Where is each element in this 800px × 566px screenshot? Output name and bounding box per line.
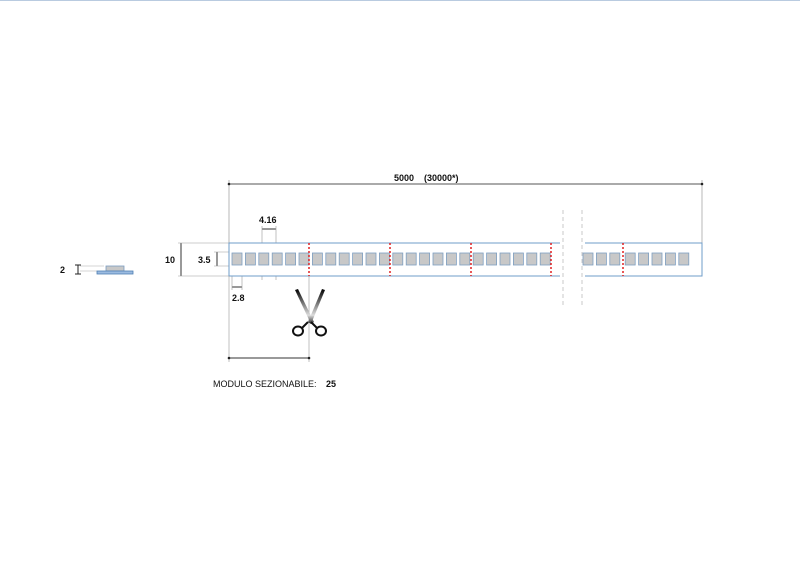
height-dimension: 10 <box>165 242 229 277</box>
led-chip <box>651 252 663 266</box>
led-height-label: 3.5 <box>198 255 211 265</box>
led-chip <box>472 252 484 266</box>
led-chip <box>445 252 457 266</box>
led-chip <box>352 252 364 266</box>
led-chip <box>258 252 270 266</box>
led-width-label: 2.8 <box>232 293 245 303</box>
led-chip <box>459 252 471 266</box>
led-chip <box>405 252 417 266</box>
led-chip <box>365 252 377 266</box>
led-chip <box>624 252 636 266</box>
led-chip <box>338 252 350 266</box>
led-chip <box>285 252 297 266</box>
height-label: 10 <box>165 255 175 265</box>
led-chip <box>596 252 607 266</box>
led-chip <box>311 252 323 266</box>
led-chip <box>638 252 649 266</box>
thickness-label: 2 <box>60 265 65 275</box>
led-chip <box>526 252 538 266</box>
led-chip <box>513 252 524 266</box>
led-height-dimension: 3.5 <box>198 251 232 267</box>
side-profile: 2 <box>60 264 134 275</box>
top-border <box>0 0 800 1</box>
length-max-label: (30000*) <box>424 173 459 183</box>
led-chip <box>244 252 256 266</box>
led-chip <box>231 252 243 266</box>
led-chip <box>582 252 594 266</box>
strip-gap <box>560 242 585 277</box>
module-value: 25 <box>326 379 336 389</box>
led-chip <box>325 252 337 266</box>
module-label: MODULO SEZIONABILE: <box>213 379 317 389</box>
led-chip <box>378 252 390 266</box>
led-strip <box>228 242 703 277</box>
led-width-dimension: 2.8 <box>231 276 245 303</box>
scissors-icon <box>292 289 327 337</box>
pitch-label: 4.16 <box>259 215 277 225</box>
led-chip <box>432 252 444 266</box>
led-chip <box>298 252 310 266</box>
led-chip <box>486 252 498 266</box>
length-dimension: 5000 (30000*) <box>227 173 704 243</box>
led-chip <box>539 252 551 266</box>
module-dimension <box>227 276 311 362</box>
led-chip <box>271 252 283 266</box>
led-chip <box>499 252 511 266</box>
led-chip <box>665 252 676 266</box>
led-chip <box>678 252 690 266</box>
led-chip <box>392 252 404 266</box>
length-label: 5000 <box>394 173 414 183</box>
led-chip <box>419 252 431 266</box>
led-chip <box>609 252 621 266</box>
